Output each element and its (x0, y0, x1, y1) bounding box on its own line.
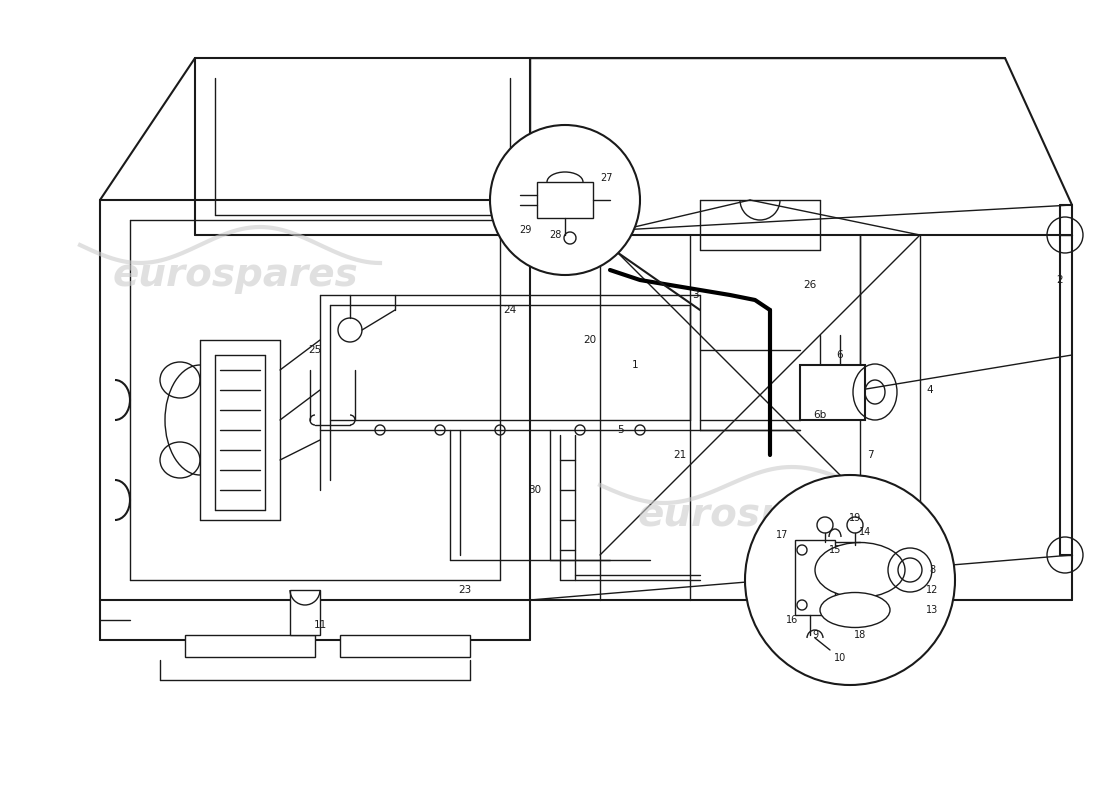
Text: 17: 17 (776, 530, 789, 540)
Ellipse shape (820, 593, 890, 627)
Bar (795, 540, 835, 615)
Text: 3: 3 (692, 290, 698, 300)
Text: 19: 19 (849, 513, 861, 523)
Text: 29: 29 (519, 225, 531, 235)
Bar (800, 365, 865, 420)
Text: 24: 24 (504, 305, 517, 315)
Text: 16: 16 (785, 615, 799, 625)
Bar (185, 635, 315, 657)
Text: 10: 10 (834, 653, 846, 663)
Text: 30: 30 (528, 485, 541, 495)
Bar (537, 182, 593, 218)
Text: 20: 20 (583, 335, 596, 345)
Text: 28: 28 (549, 230, 561, 240)
Text: 21: 21 (673, 450, 686, 460)
Text: 18: 18 (854, 630, 866, 640)
Circle shape (490, 125, 640, 275)
Text: 12: 12 (926, 585, 938, 595)
Text: 5: 5 (617, 425, 624, 435)
Text: 27: 27 (600, 173, 613, 183)
Text: 1: 1 (631, 360, 638, 370)
Text: 6: 6 (837, 350, 844, 360)
Text: 8: 8 (928, 565, 935, 575)
Circle shape (745, 475, 955, 685)
Bar (290, 590, 320, 635)
Text: eurospares: eurospares (112, 256, 358, 294)
Text: 14: 14 (859, 527, 871, 537)
Text: 11: 11 (314, 620, 327, 630)
Text: 2: 2 (1057, 275, 1064, 285)
Text: 23: 23 (459, 585, 472, 595)
Ellipse shape (815, 542, 905, 598)
Text: eurospares: eurospares (637, 496, 883, 534)
Text: 6b: 6b (813, 410, 826, 420)
Text: 7: 7 (867, 450, 873, 460)
Bar (340, 635, 470, 657)
Text: 25: 25 (308, 345, 321, 355)
Text: 15: 15 (828, 545, 842, 555)
Text: 9: 9 (812, 630, 818, 640)
Text: 26: 26 (803, 280, 816, 290)
Text: 13: 13 (926, 605, 938, 615)
Text: 4: 4 (926, 385, 933, 395)
